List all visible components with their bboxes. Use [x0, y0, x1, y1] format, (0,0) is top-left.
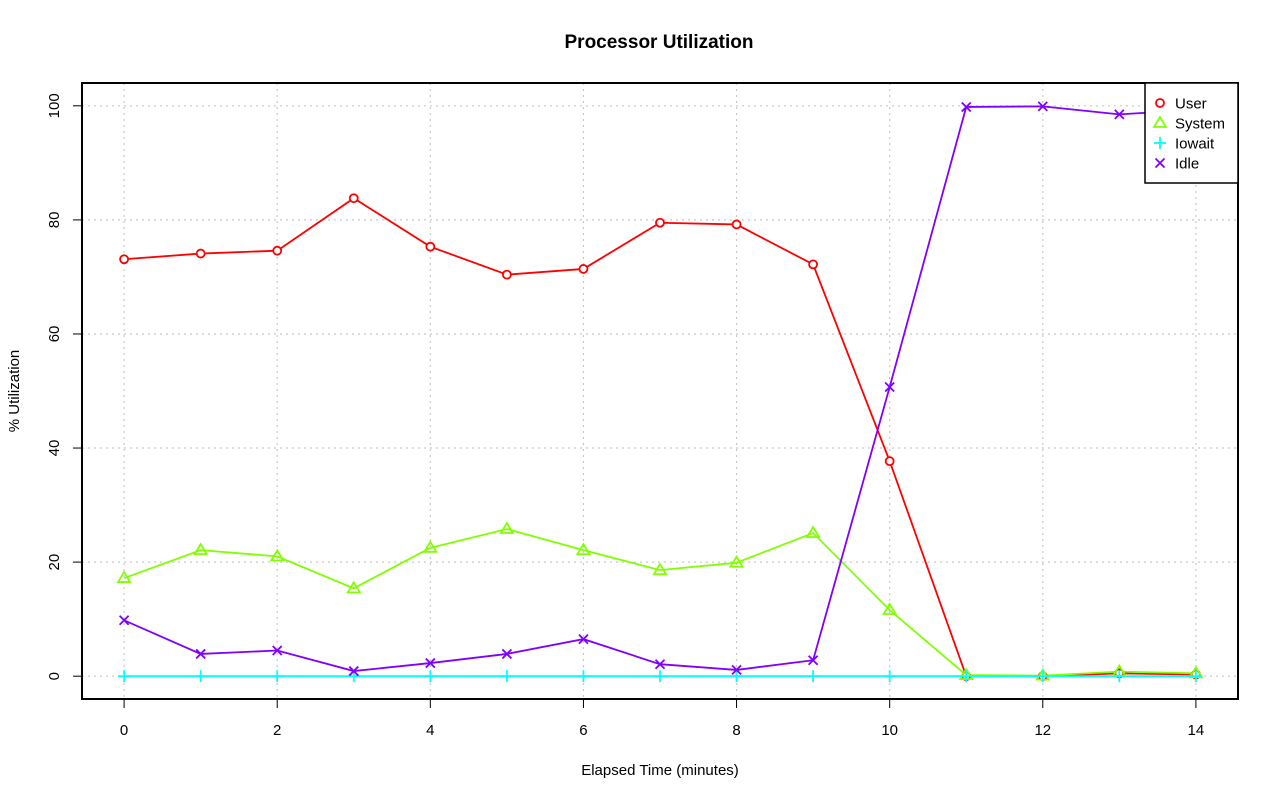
- x-axis-label: Elapsed Time (minutes): [581, 762, 739, 779]
- data-point-user: [655, 217, 665, 228]
- data-point-iowait: [1189, 670, 1202, 683]
- data-point-user: [425, 241, 436, 252]
- data-point-idle: [807, 655, 819, 666]
- y-tick-label: 20: [46, 554, 63, 571]
- series-line-user: [124, 197, 1196, 678]
- data-point-idle: [348, 665, 359, 677]
- data-point-iowait: [883, 670, 896, 683]
- data-point-iowait: [807, 670, 820, 683]
- data-point-system: [882, 602, 898, 615]
- x-axis: 0 2 4 6 8 10 12 14: [120, 698, 1205, 739]
- y-tick-label: 60: [46, 326, 63, 343]
- data-point-system: [269, 548, 285, 562]
- data-point-iowait: [500, 670, 513, 683]
- data-point-idle: [195, 648, 206, 660]
- data-point-iowait: [424, 670, 437, 683]
- y-tick-label: 80: [46, 212, 63, 229]
- x-tick-label: 2: [273, 722, 281, 739]
- data-point-iowait: [730, 670, 743, 683]
- y-axis-label: % Utilization: [6, 350, 23, 433]
- x-tick-label: 14: [1188, 722, 1205, 739]
- legend-label-iowait: Iowait: [1175, 136, 1215, 153]
- data-point-iowait: [118, 670, 131, 683]
- data-point-iowait: [271, 670, 284, 683]
- series-markers: [116, 101, 1204, 683]
- legend-marker-iowait: [1154, 137, 1166, 149]
- data-point-system: [575, 542, 592, 556]
- legend: User System Iowait Idle: [1144, 82, 1239, 184]
- data-point-idle: [425, 657, 436, 669]
- data-point-user: [195, 248, 206, 259]
- legend-label-system: System: [1175, 116, 1225, 133]
- data-point-system: [499, 521, 515, 534]
- data-point-system: [116, 570, 132, 583]
- legend-item-idle: Idle: [1154, 156, 1199, 173]
- data-point-system: [422, 540, 438, 553]
- data-point-system: [652, 562, 668, 575]
- data-point-user: [884, 456, 895, 467]
- legend-marker-system: [1152, 115, 1168, 128]
- data-point-idle: [501, 648, 513, 660]
- data-point-idle: [118, 615, 130, 626]
- data-point-idle: [654, 659, 666, 670]
- plot-frame: [81, 82, 1239, 700]
- legend-item-iowait: Iowait: [1154, 136, 1215, 153]
- data-point-idle: [731, 664, 742, 676]
- data-point-idle: [578, 633, 589, 645]
- legend-item-user: User: [1155, 96, 1207, 113]
- y-tick-label: 100: [46, 93, 63, 118]
- data-point-iowait: [1036, 670, 1049, 683]
- data-point-iowait: [960, 670, 973, 683]
- x-tick-label: 4: [426, 722, 434, 739]
- data-point-system: [193, 542, 209, 556]
- legend-marker-user: [1155, 98, 1165, 108]
- data-point-iowait: [1113, 670, 1126, 683]
- x-tick-label: 0: [120, 722, 128, 739]
- data-point-idle: [1114, 109, 1125, 120]
- series-lines: [123, 105, 1196, 678]
- legend-label-user: User: [1175, 96, 1207, 113]
- x-tick-label: 8: [732, 722, 740, 739]
- data-point-iowait: [654, 670, 666, 683]
- data-point-idle: [961, 101, 972, 113]
- data-point-user: [272, 245, 283, 256]
- data-point-user: [578, 264, 589, 274]
- x-tick-label: 6: [579, 722, 587, 739]
- series-line-idle: [123, 105, 1196, 672]
- series-line-system: [123, 528, 1196, 677]
- data-point-user: [119, 254, 130, 265]
- legend-marker-idle: [1154, 157, 1166, 169]
- y-tick-label: 40: [46, 440, 63, 457]
- data-point-iowait: [577, 670, 590, 683]
- legend-label-idle: Idle: [1175, 156, 1199, 173]
- data-point-user: [348, 193, 359, 204]
- data-point-idle: [884, 381, 895, 393]
- data-point-idle: [272, 645, 283, 656]
- data-point-user: [731, 219, 742, 230]
- chart-title: Processor Utilization: [565, 32, 754, 53]
- y-tick-label: 0: [46, 672, 63, 680]
- gridlines: [82, 83, 1238, 699]
- data-point-system: [346, 580, 362, 594]
- data-point-iowait: [194, 670, 207, 683]
- legend-item-system: System: [1152, 115, 1225, 133]
- data-point-user: [808, 259, 819, 270]
- x-tick-label: 10: [881, 722, 898, 739]
- data-point-system: [728, 554, 745, 568]
- data-point-idle: [1037, 101, 1048, 112]
- data-point-user: [501, 269, 512, 280]
- data-point-system: [805, 525, 821, 538]
- y-axis: 0 20 40 60 80 100: [46, 93, 83, 680]
- x-tick-label: 12: [1034, 722, 1051, 739]
